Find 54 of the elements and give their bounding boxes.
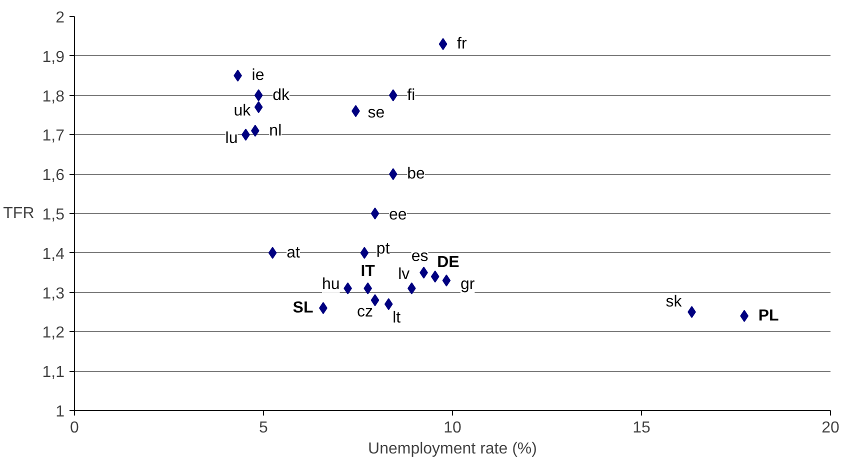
y-tick-label: 1 (56, 404, 65, 420)
point (388, 89, 398, 102)
point (254, 89, 263, 102)
annotation: hu (322, 276, 340, 293)
annotation: ie (252, 67, 264, 84)
annotation: fi (407, 86, 416, 104)
annotation: SL (292, 300, 314, 317)
point (430, 270, 440, 283)
annotation: lv (398, 266, 410, 283)
annotation: cz (357, 304, 374, 321)
y-tick-label: 1,9 (42, 48, 65, 66)
y-tick-label: 2 (56, 10, 65, 26)
annotation: es (411, 248, 428, 266)
y-tick-label: 1,4 (42, 246, 65, 263)
x-tick-label: 10 (444, 420, 462, 436)
point (254, 101, 263, 114)
y-tick-label: 1,3 (42, 285, 65, 302)
point (370, 208, 380, 220)
annotation: lu (225, 130, 238, 148)
annotation: fr (457, 36, 468, 53)
annotation: PL (758, 307, 779, 324)
y-tick-label: 1,1 (42, 364, 65, 382)
x-tick-label: 20 (822, 420, 840, 436)
y-axis-title: TFR (3, 205, 34, 222)
annotation: nl (269, 122, 282, 140)
point (388, 168, 398, 180)
point (688, 306, 696, 318)
y-tick-label: 1,7 (42, 128, 65, 145)
point (384, 298, 393, 310)
y-tick-label: 1,2 (42, 324, 65, 342)
annotation: se (368, 104, 385, 122)
point (442, 274, 451, 286)
annotation: pt (376, 240, 390, 258)
annotation: at (286, 244, 300, 262)
x-axis-title: Unemployment rate (%) (368, 440, 537, 458)
annotation: lt (392, 310, 402, 327)
annotation: sk (666, 294, 683, 310)
annotation: gr (460, 276, 476, 293)
annotation: uk (234, 102, 252, 120)
point (438, 38, 448, 50)
point (268, 246, 277, 259)
x-tick-label: 0 (70, 420, 80, 436)
y-tick-label: 1,6 (42, 167, 65, 184)
y-tick-label: 1,5 (42, 206, 65, 224)
point (360, 246, 369, 259)
annotation: be (407, 166, 426, 183)
annotation: dk (272, 86, 290, 104)
x-tick-label: 5 (259, 420, 268, 436)
y-tick-label: 1,8 (42, 88, 65, 106)
annotation: IT (360, 262, 376, 280)
point (370, 294, 380, 306)
annotation: ee (389, 206, 407, 224)
annotation: DE (437, 254, 460, 272)
x-tick-label: 15 (632, 420, 650, 436)
